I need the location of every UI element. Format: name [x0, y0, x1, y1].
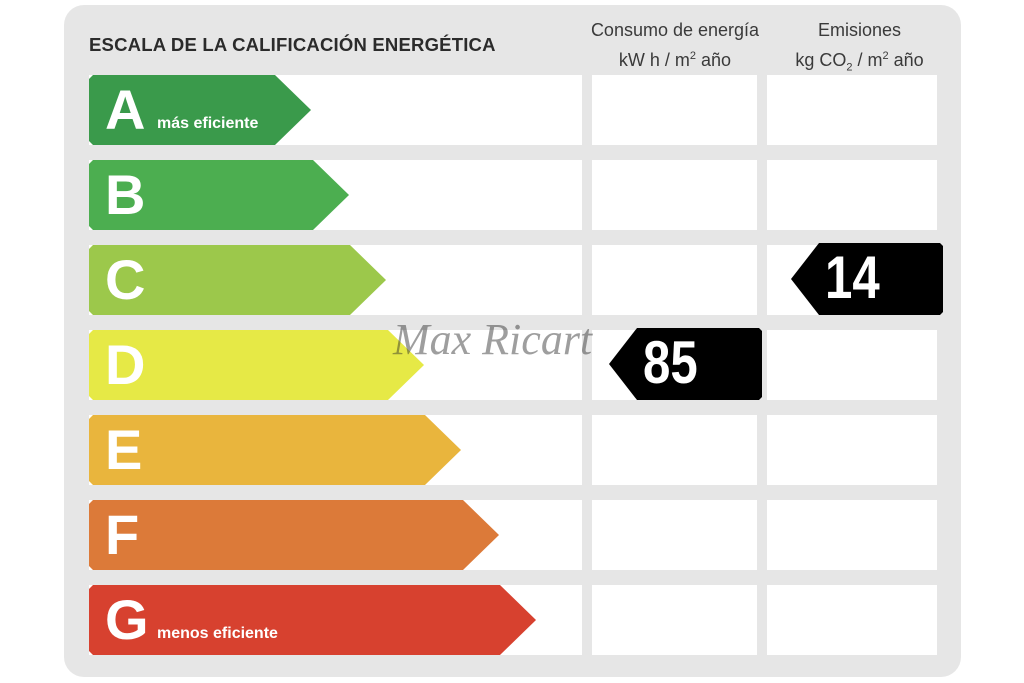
- rating-letter: B: [105, 163, 146, 226]
- consumo-cell: [592, 75, 757, 145]
- rating-letter: E: [105, 418, 143, 481]
- emisiones-marker: 14: [791, 243, 943, 315]
- rating-arrow-c: C: [89, 245, 386, 315]
- emisiones-cell: [767, 415, 937, 485]
- rating-letter: G: [105, 588, 149, 651]
- emisiones-header-unit: kg CO2 / m2 año: [795, 50, 924, 74]
- consumo-cell: [592, 500, 757, 570]
- label-title: ESCALA DE LA CALIFICACIÓN ENERGÉTICA: [89, 34, 496, 55]
- rating-sublabel: más eficiente: [157, 115, 259, 132]
- consumo-cell: [592, 245, 757, 315]
- rating-row-d: D 85: [89, 328, 937, 400]
- rating-letter: F: [105, 503, 140, 566]
- emisiones-cell: [767, 75, 937, 145]
- emisiones-cell: [767, 160, 937, 230]
- consumo-marker: 85: [609, 328, 762, 400]
- rating-arrow-b: B: [89, 160, 349, 230]
- rating-letter: D: [105, 333, 146, 396]
- rating-letter: C: [105, 248, 146, 311]
- consumo-cell: [592, 160, 757, 230]
- consumo-header-line1: Consumo de energía: [590, 20, 760, 40]
- emisiones-cell: [767, 585, 937, 655]
- rating-row-c: C 14: [89, 243, 943, 315]
- consumo-header-unit: kW h / m2 año: [618, 50, 732, 70]
- rating-arrow-f: F: [89, 500, 499, 570]
- rating-row-f: F: [89, 500, 937, 570]
- emisiones-cell: [767, 500, 937, 570]
- consumo-cell: [592, 585, 757, 655]
- rating-row-e: E: [89, 415, 937, 485]
- watermark-text: Max Ricart: [393, 315, 593, 364]
- emisiones-marker-value: 14: [825, 244, 880, 311]
- rating-row-b: B: [89, 160, 937, 230]
- rating-sublabel: menos eficiente: [157, 625, 278, 642]
- emisiones-cell: [767, 330, 937, 400]
- consumo-cell: [592, 415, 757, 485]
- rating-letter: A: [105, 78, 146, 141]
- column-header-consumo: Consumo de energía kW h / m2 año: [585, 17, 765, 73]
- consumo-marker-value: 85: [643, 329, 698, 396]
- emisiones-header-line1: Emisiones: [817, 20, 902, 40]
- column-header-emisiones: Emisiones kg CO2 / m2 año: [762, 17, 957, 81]
- rating-arrow-e: E: [89, 415, 461, 485]
- rating-arrow-d: D: [89, 330, 424, 400]
